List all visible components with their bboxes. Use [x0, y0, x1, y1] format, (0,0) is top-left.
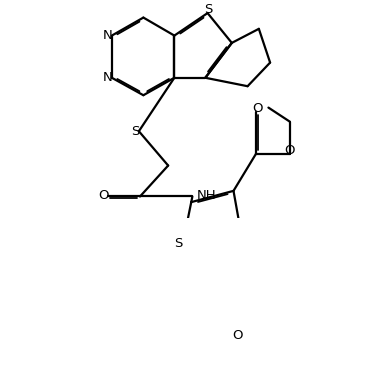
Text: N: N — [102, 29, 112, 42]
Text: O: O — [252, 102, 262, 115]
Text: S: S — [131, 125, 139, 138]
Text: N: N — [102, 71, 112, 84]
Text: NH: NH — [197, 189, 217, 202]
Text: O: O — [285, 144, 295, 157]
Text: O: O — [98, 189, 109, 202]
Text: O: O — [232, 329, 243, 342]
Text: S: S — [204, 3, 212, 16]
Text: S: S — [174, 237, 183, 250]
